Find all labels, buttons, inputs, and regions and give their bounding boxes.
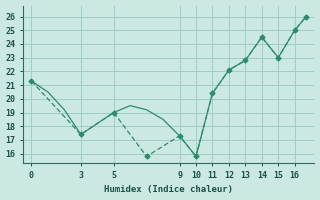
X-axis label: Humidex (Indice chaleur): Humidex (Indice chaleur) <box>104 185 233 194</box>
